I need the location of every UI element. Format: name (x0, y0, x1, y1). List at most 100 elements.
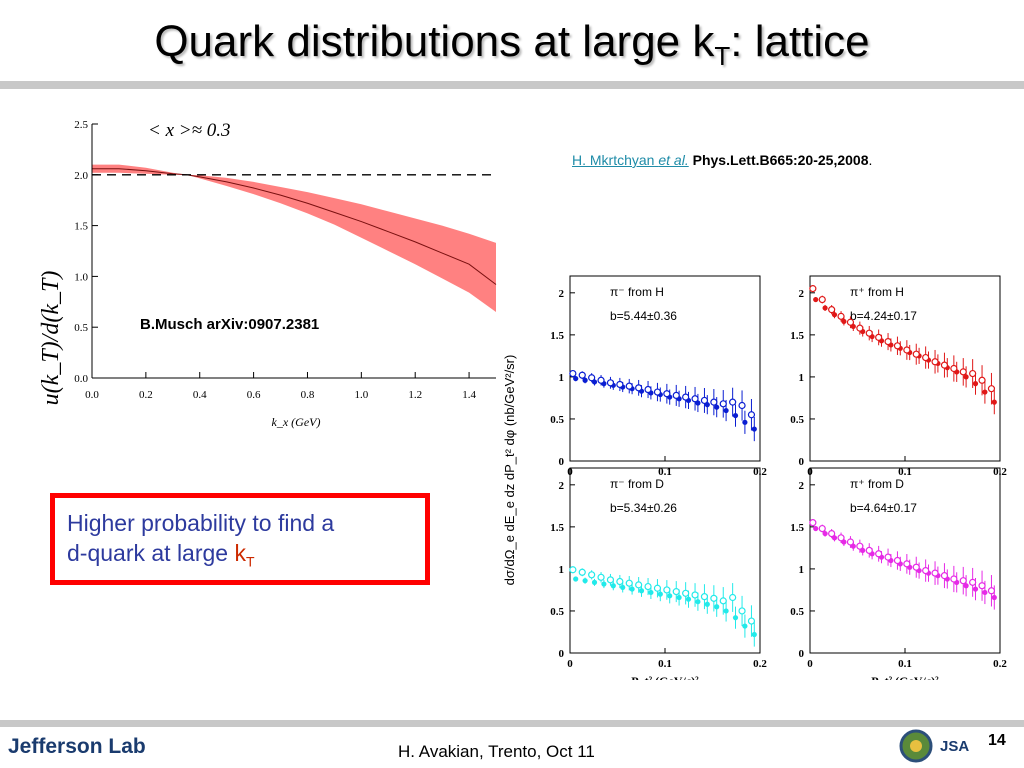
data-point-open (597, 376, 605, 384)
data-point-filled (822, 530, 828, 537)
data-point-open (950, 575, 958, 583)
data-point-open (903, 560, 911, 568)
data-point-filled (991, 594, 997, 601)
panel-x-tick-label: 0 (807, 658, 813, 670)
data-point-filled (751, 426, 757, 432)
panel-x-axis-label: P_t² (GeV/c)² (871, 674, 939, 680)
data-point-open (875, 550, 883, 558)
lattice-y-tick-label: 2.5 (74, 119, 88, 131)
data-point-open (809, 285, 817, 293)
data-point-open (865, 329, 873, 337)
musch-reference: B.Musch arXiv:0907.2381 (140, 316, 320, 333)
panel-frame (809, 467, 1001, 654)
panel-x-tick-label: 0.1 (898, 466, 912, 478)
lattice-x-tick-label: 0.6 (247, 389, 261, 401)
data-point-open (700, 593, 709, 601)
data-point-open (691, 395, 699, 403)
data-point-open (672, 588, 680, 596)
data-point-open (884, 553, 892, 561)
data-point-open (729, 593, 737, 602)
lattice-y-tick-label: 1.5 (74, 221, 88, 233)
panel-y-tick-label: 2 (559, 480, 565, 492)
data-point-open (606, 379, 615, 387)
data-point-open (969, 578, 977, 586)
data-point-open (987, 385, 996, 393)
jefferson-lab-logo: Jefferson Lab (8, 735, 146, 758)
data-point-open (625, 579, 633, 587)
lattice-x-tick-label: 1.4 (462, 389, 476, 401)
panel-label: π⁻ from H (610, 285, 664, 299)
data-point-filled (732, 615, 739, 621)
data-point-filled (582, 578, 588, 584)
data-point-open (578, 371, 586, 379)
panel-slope: b=5.44±0.36 (610, 309, 677, 323)
lattice-x-tick-label: 0.8 (301, 389, 315, 401)
cross-section-y-axis-label: dσ/dΩ_e dE_e dz dP_t² dφ (nb/GeV²/sr) (502, 355, 517, 586)
panel-y-tick-label: 0 (799, 648, 805, 660)
data-point-open (569, 566, 577, 574)
panel-y-tick-label: 0 (559, 648, 565, 660)
uncertainty-band (92, 164, 496, 312)
lattice-x-tick-label: 0.4 (193, 389, 207, 401)
data-point-open (865, 546, 873, 555)
panel-slope: b=4.64±0.17 (850, 501, 917, 515)
panel-x-tick-label: 0.2 (993, 658, 1007, 670)
panel-y-tick-label: 0.5 (550, 606, 564, 618)
lattice-x-tick-label: 1.0 (354, 389, 368, 401)
panel-x-tick-label: 0.2 (753, 658, 767, 670)
panel-y-tick-label: 0 (559, 456, 565, 468)
data-point-open (884, 337, 892, 346)
citation-end: . (868, 152, 873, 168)
panel-y-tick-label: 0 (799, 456, 805, 468)
data-point-filled (601, 581, 607, 587)
data-point-open (738, 401, 746, 410)
page-number: 14 (988, 732, 1006, 749)
panel-y-tick-label: 1.5 (790, 330, 804, 342)
title-subscript: T (714, 41, 731, 71)
footer-text: H. Avakian, Trento, Oct 11 (398, 742, 595, 761)
data-point-open (700, 396, 709, 405)
panel-frame (569, 275, 761, 462)
data-point-filled (972, 586, 979, 592)
data-point-open (978, 582, 986, 590)
lattice-y-tick-label: 0.0 (74, 373, 88, 385)
data-point-open (903, 346, 911, 354)
data-point-open (959, 368, 967, 376)
data-point-filled (620, 584, 626, 591)
data-point-filled (667, 593, 673, 599)
panel-x-tick-label: 0 (567, 658, 573, 670)
highlight-kt: kT (234, 540, 255, 570)
data-point-filled (573, 375, 579, 382)
data-point-open (912, 563, 920, 571)
lattice-y-tick-label: 2.0 (74, 170, 88, 182)
data-point-filled (648, 589, 654, 596)
data-point-open (710, 594, 718, 602)
data-point-open (818, 524, 826, 533)
title-main: Quark distributions at large k (154, 17, 715, 66)
lattice-x-tick-label: 0.0 (85, 389, 99, 401)
data-point-filled (963, 374, 969, 380)
data-point-open (719, 400, 727, 408)
title-divider (0, 81, 1024, 89)
data-point-filled (714, 404, 720, 410)
data-point-open (672, 391, 680, 400)
data-point-open (959, 577, 967, 585)
data-point-open (644, 385, 652, 394)
data-point-open (893, 556, 902, 565)
citation-author-link[interactable]: H. Mkrtchyan et al. (572, 152, 689, 168)
data-point-open (846, 538, 855, 546)
jsa-logo-icon: JSA (940, 738, 969, 755)
data-point-open (606, 576, 615, 584)
data-point-open (931, 569, 939, 577)
data-point-open (818, 295, 826, 304)
data-point-filled (657, 591, 663, 597)
data-point-filled (610, 583, 616, 589)
data-point-open (940, 361, 949, 369)
citation: H. Mkrtchyan et al. Phys.Lett.B665:20-25… (572, 152, 872, 168)
panel-y-tick-label: 2 (799, 480, 805, 492)
data-point-open (719, 597, 727, 605)
data-point-open (922, 353, 930, 362)
panel-y-tick-label: 1 (559, 564, 565, 576)
data-point-filled (573, 576, 579, 582)
data-point-open (682, 393, 690, 401)
